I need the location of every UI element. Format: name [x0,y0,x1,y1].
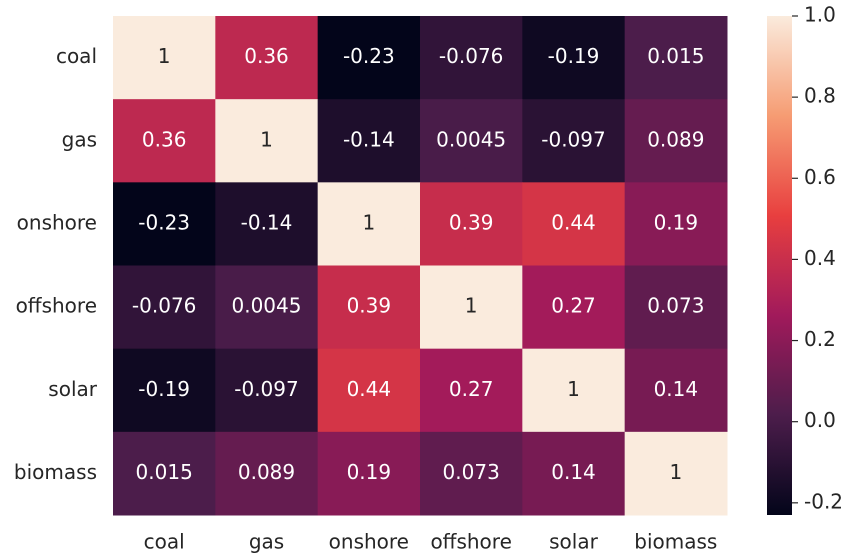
heat-cell [624,99,728,183]
cell-label: 0.073 [647,294,704,318]
cell-label: 1 [465,294,478,318]
cell-label: 0.073 [443,460,500,484]
cell-label: 0.39 [449,210,494,234]
cell-label: -0.19 [138,377,190,401]
cell-label: -0.23 [138,210,190,234]
cell-label: -0.076 [132,294,196,318]
heat-cell [420,348,523,433]
heat-cell [420,431,523,516]
heat-cell [624,265,728,350]
colorbar-tick-label: 0.8 [804,84,836,108]
heat-cell [113,99,216,183]
heat-cell [113,265,216,350]
colorbar-tick-label: 0.2 [804,327,836,351]
cell-label: 0.27 [551,294,596,318]
cell-label: -0.097 [234,377,298,401]
heat-cell [215,265,319,350]
cell-label: -0.14 [343,127,395,151]
heat-cell [317,348,421,433]
cell-label: 0.44 [347,377,392,401]
heat-cell [420,99,523,183]
colorbar-tick-label: 0.6 [804,165,836,189]
cell-label: 0.36 [244,44,289,68]
heat-cell [113,16,216,100]
heat-cell [317,16,421,100]
heat-cell [215,16,319,100]
heat-cell [522,16,626,100]
cell-label: 0.14 [654,377,699,401]
cell-label: 0.089 [647,127,704,151]
x-tick-label: onshore [329,530,409,554]
cell-label: 0.19 [347,460,392,484]
y-tick-label: biomass [14,460,97,484]
cell-label: -0.23 [343,44,395,68]
cell-label: 1 [567,377,580,401]
cell-label: 1 [362,210,375,234]
y-tick-label: solar [48,377,97,401]
heat-cell [317,182,421,266]
heat-cell [113,348,216,433]
heat-cell [522,182,626,266]
cell-label: -0.097 [541,127,605,151]
cell-label: -0.19 [548,44,600,68]
heat-cell [317,431,421,516]
heat-cell [113,182,216,266]
colorbar-tick-label: 1.0 [804,3,836,27]
cell-label: 1 [260,127,273,151]
cell-label: -0.14 [241,210,293,234]
cell-label: 0.015 [136,460,193,484]
heat-cell [624,16,728,100]
cell-label: 0.0045 [436,127,506,151]
cell-label: 0.0045 [232,294,302,318]
x-tick-label: solar [549,530,598,554]
cell-label: 0.39 [347,294,392,318]
x-tick-label: gas [249,530,284,554]
heat-cell [113,431,216,516]
colorbar-tick-label: -0.2 [804,489,843,513]
cell-label: 0.015 [647,44,704,68]
heat-cell [522,99,626,183]
heat-cell [624,431,728,516]
y-tick-label: offshore [16,294,97,318]
heat-cell [420,16,523,100]
x-tick-label: biomass [634,530,717,554]
cell-label: 0.27 [449,377,494,401]
cell-label: 0.14 [551,460,596,484]
cell-label: 1 [669,460,682,484]
cell-label: 0.44 [551,210,596,234]
colorbar-tick-label: 0.4 [804,246,836,270]
x-tick-label: coal [144,530,185,554]
heat-cell [624,348,728,433]
heat-cell [624,182,728,266]
y-tick-label: onshore [17,210,97,234]
colorbar [767,16,792,515]
heat-cell [215,182,319,266]
heat-cell [522,431,626,516]
heat-cell [215,431,319,516]
cell-label: 0.36 [142,127,187,151]
heat-cell [420,182,523,266]
y-tick-label: coal [56,44,97,68]
cell-label: 0.19 [654,210,699,234]
heat-cell [522,348,626,433]
heat-cell [215,99,319,183]
cell-label: -0.076 [439,44,503,68]
heat-cell [522,265,626,350]
y-tick-label: gas [62,127,97,151]
colorbar-tick-label: 0.0 [804,408,836,432]
x-tick-label: offshore [430,530,511,554]
heat-cell [215,348,319,433]
cell-label: 1 [158,44,171,68]
heat-cell [317,99,421,183]
cell-label: 0.089 [238,460,295,484]
heat-cell [317,265,421,350]
heat-cell [420,265,523,350]
